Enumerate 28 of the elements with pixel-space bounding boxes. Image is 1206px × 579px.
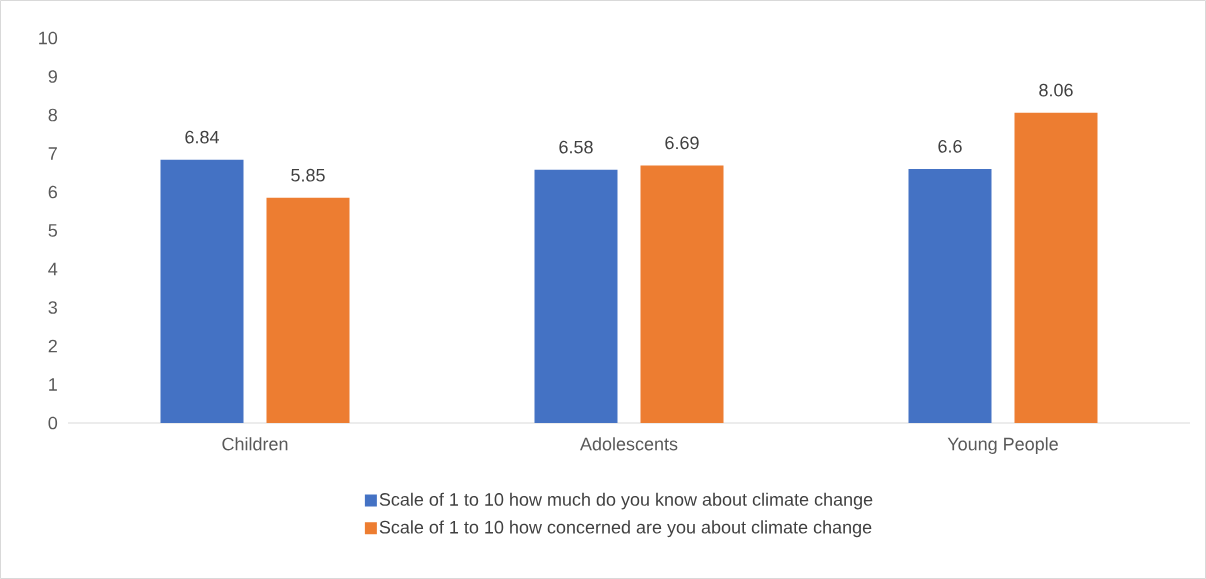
bar xyxy=(908,168,992,423)
legend-label: Scale of 1 to 10 how much do you know about climate change xyxy=(379,492,873,510)
y-tick-label: 8 xyxy=(48,108,58,122)
data-label: 8.06 xyxy=(1039,83,1073,97)
data-label: 6.58 xyxy=(559,140,593,154)
y-tick-label: 0 xyxy=(48,416,58,430)
y-tick-label: 2 xyxy=(48,339,57,353)
x-tick-label: Children xyxy=(222,437,288,451)
y-tick-label: 5 xyxy=(48,224,58,237)
bar xyxy=(640,165,724,423)
y-tick-label: 7 xyxy=(48,147,57,160)
y-tick-label: 3 xyxy=(48,301,58,314)
x-tick-label: Adolescents xyxy=(580,437,678,451)
bar xyxy=(266,197,350,423)
bar xyxy=(534,169,618,423)
legend-label: Scale of 1 to 10 how concerned are you about climate change xyxy=(379,520,872,538)
data-label: 6.84 xyxy=(185,130,219,144)
data-label: 6.6 xyxy=(938,139,962,153)
y-tick-label: 4 xyxy=(48,262,58,276)
y-tick-label: 6 xyxy=(48,185,58,199)
y-tick-label: 9 xyxy=(48,70,57,83)
y-tick-label: 1 xyxy=(49,378,57,391)
bar xyxy=(1014,112,1098,423)
bar xyxy=(160,159,244,423)
y-tick-label: 10 xyxy=(39,31,58,45)
x-tick-label: Young People xyxy=(947,437,1058,454)
data-label: 6.69 xyxy=(665,136,699,150)
data-label: 5.85 xyxy=(291,168,325,182)
